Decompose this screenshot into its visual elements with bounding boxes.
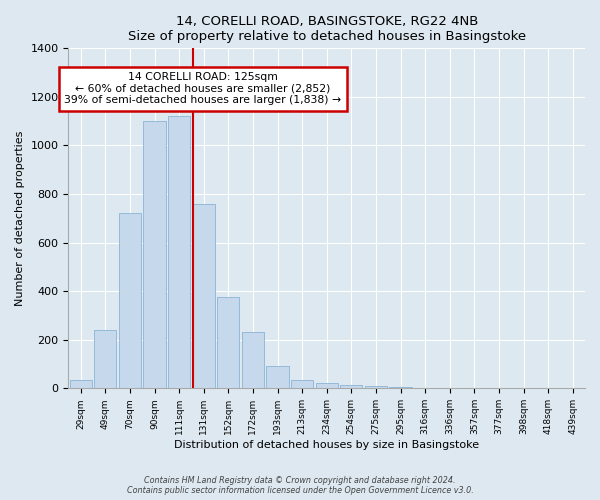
- Bar: [316, 384, 338, 388]
- Bar: [168, 116, 190, 388]
- Text: 14 CORELLI ROAD: 125sqm
← 60% of detached houses are smaller (2,852)
39% of semi: 14 CORELLI ROAD: 125sqm ← 60% of detache…: [64, 72, 341, 106]
- Text: Contains HM Land Registry data © Crown copyright and database right 2024.
Contai: Contains HM Land Registry data © Crown c…: [127, 476, 473, 495]
- Title: 14, CORELLI ROAD, BASINGSTOKE, RG22 4NB
Size of property relative to detached ho: 14, CORELLI ROAD, BASINGSTOKE, RG22 4NB …: [128, 15, 526, 43]
- Bar: [143, 121, 166, 388]
- Bar: [217, 298, 239, 388]
- Bar: [70, 380, 92, 388]
- Bar: [266, 366, 289, 388]
- Y-axis label: Number of detached properties: Number of detached properties: [15, 130, 25, 306]
- Bar: [119, 214, 141, 388]
- Bar: [242, 332, 264, 388]
- Bar: [340, 384, 362, 388]
- Bar: [193, 204, 215, 388]
- X-axis label: Distribution of detached houses by size in Basingstoke: Distribution of detached houses by size …: [174, 440, 479, 450]
- Bar: [389, 387, 412, 388]
- Bar: [94, 330, 116, 388]
- Bar: [291, 380, 313, 388]
- Bar: [365, 386, 387, 388]
